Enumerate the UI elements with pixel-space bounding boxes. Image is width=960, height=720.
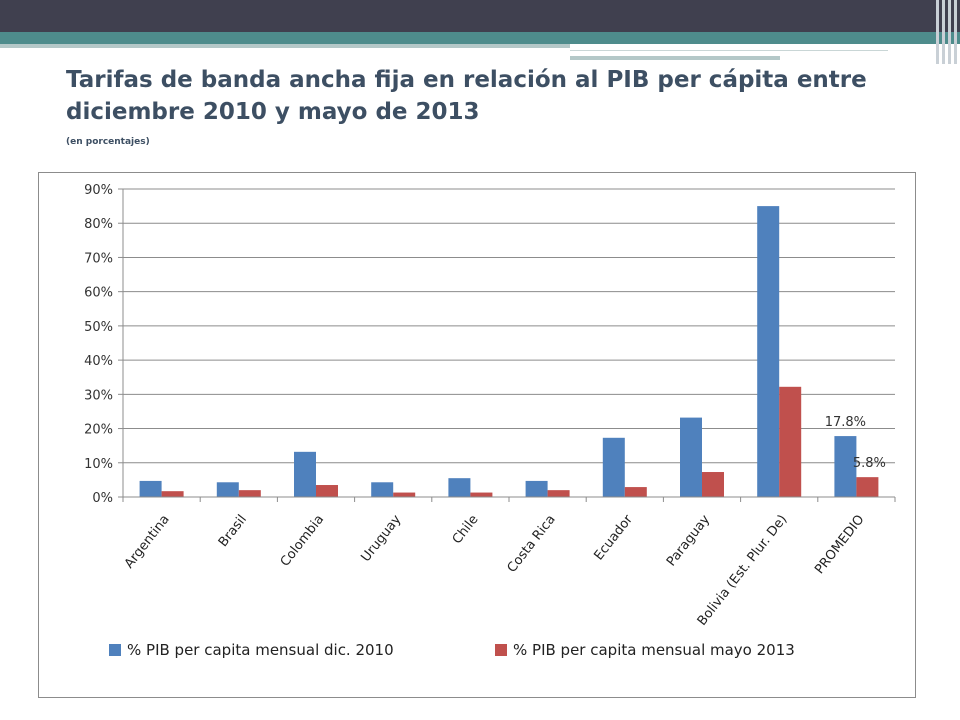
legend-swatch <box>109 644 121 656</box>
bar <box>371 482 394 497</box>
slide-top-bar <box>0 0 960 32</box>
bar <box>470 492 493 497</box>
bar <box>294 451 316 497</box>
slide-accent-line-3 <box>570 56 780 60</box>
bar <box>139 480 162 497</box>
slide-corner-line <box>954 0 957 64</box>
y-tick-label: 90% <box>84 183 113 198</box>
legend-label: % PIB per capita mensual dic. 2010 <box>127 641 394 659</box>
bar <box>702 472 724 497</box>
y-tick-label: 50% <box>84 320 113 335</box>
slide-accent-line-2 <box>570 50 888 54</box>
x-tick-label: Costa Rica <box>505 512 559 575</box>
bar <box>393 492 416 497</box>
bar <box>602 437 625 497</box>
x-tick-label: Brasil <box>216 512 250 550</box>
bar <box>547 490 570 497</box>
x-tick-label: Ecuador <box>591 512 636 564</box>
slide-accent-line <box>0 44 570 48</box>
data-label: 17.8% <box>825 415 866 430</box>
y-tick-label: 60% <box>84 286 113 301</box>
bar <box>525 480 548 497</box>
slide-corner-line <box>936 0 939 64</box>
chart-axes <box>122 189 896 502</box>
slide-title: Tarifas de banda ancha fija en relación … <box>66 67 867 125</box>
data-label: 5.8% <box>853 456 886 471</box>
chart-legend: % PIB per capita mensual dic. 2010 % PIB … <box>109 641 795 659</box>
chart-bars <box>139 206 879 497</box>
x-tick-label: Argentina <box>122 512 173 571</box>
y-tick-label: 0% <box>92 491 113 506</box>
x-tick-label: Colombia <box>278 512 327 569</box>
slide-corner-line <box>948 0 951 64</box>
x-tick-label: PROMEDIO <box>812 512 867 577</box>
legend-label: % PIB per capita mensual mayo 2013 <box>513 641 795 659</box>
x-tick-label: Paraguay <box>664 512 713 569</box>
bar-chart: 0% 10% 20% 30% 40% 50% 60% 70% 80% 90% Argentina B… <box>84 183 896 659</box>
slide-corner-line <box>942 0 945 64</box>
bar <box>216 482 239 497</box>
bar <box>448 478 471 497</box>
bar <box>834 436 857 497</box>
bar <box>856 477 879 497</box>
y-tick-label: 40% <box>84 354 113 369</box>
bar <box>624 487 647 497</box>
slide-subtitle: (en porcentajes) <box>66 137 150 147</box>
y-tick-label: 20% <box>84 423 113 438</box>
bar <box>316 485 338 497</box>
legend-swatch <box>495 644 507 656</box>
x-tick-label: Chile <box>450 512 482 547</box>
y-tick-label: 10% <box>84 457 113 472</box>
data-labels: 17.8% 5.8% <box>825 415 886 471</box>
y-tick-label: 70% <box>84 251 113 266</box>
x-axis-labels: Argentina Brasil Colombia Uruguay Chile Costa… <box>122 512 868 629</box>
bar <box>161 491 184 497</box>
bar <box>757 206 780 497</box>
bar <box>238 490 261 497</box>
bar <box>680 417 702 497</box>
bar <box>779 386 802 497</box>
chart-gridlines <box>123 188 895 464</box>
y-tick-label: 30% <box>84 388 113 403</box>
x-tick-label: Bolivia (Est. Plur. De) <box>695 512 791 628</box>
y-axis-ticks: 0% 10% 20% 30% 40% 50% 60% 70% 80% 90% <box>84 183 123 506</box>
x-tick-label: Uruguay <box>359 512 405 565</box>
y-tick-label: 80% <box>84 217 113 232</box>
chart-frame: 0% 10% 20% 30% 40% 50% 60% 70% 80% 90% Argentina B… <box>38 172 916 698</box>
slide-accent-band <box>0 32 960 44</box>
